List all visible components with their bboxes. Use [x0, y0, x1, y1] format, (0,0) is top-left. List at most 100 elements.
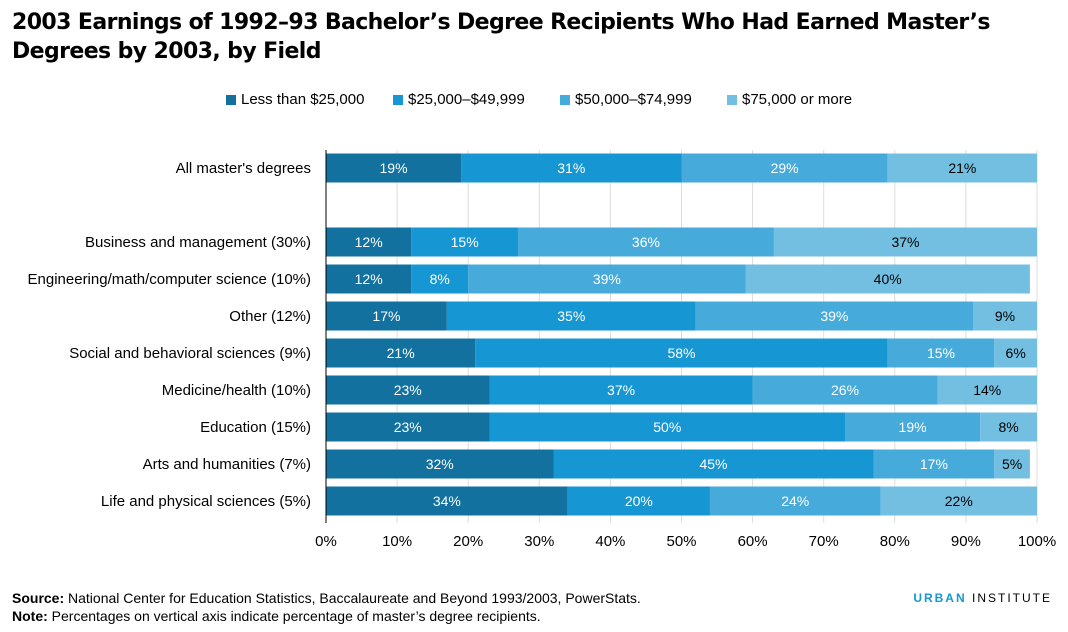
data-label: 19% — [899, 419, 927, 435]
x-tick-label: 60% — [738, 533, 768, 550]
category-label: Social and behavioral sciences (9%) — [69, 345, 311, 362]
data-label: 12% — [355, 234, 383, 250]
category-label: All master's degrees — [176, 160, 311, 177]
bar-segment — [695, 301, 974, 331]
data-label: 29% — [771, 160, 799, 176]
data-label: 15% — [927, 345, 955, 361]
data-label: 9% — [995, 308, 1015, 324]
bar-segment — [887, 153, 1037, 183]
note-text: Percentages on vertical axis indicate pe… — [51, 608, 541, 624]
data-label: 19% — [380, 160, 408, 176]
data-label: 6% — [1006, 345, 1026, 361]
bar-segment — [326, 153, 462, 183]
bar-segment — [411, 227, 518, 257]
data-label: 58% — [667, 345, 695, 361]
data-label: 39% — [593, 271, 621, 287]
bar-segment — [326, 338, 476, 368]
data-label: 22% — [945, 493, 973, 509]
category-label: Arts and humanities (7%) — [143, 456, 311, 473]
bar-segment — [681, 153, 888, 183]
source-note: Source: National Center for Education St… — [12, 589, 641, 607]
bar-segment — [461, 153, 682, 183]
legend-swatch — [727, 95, 737, 105]
legend-label: $75,000 or more — [742, 91, 853, 108]
bar-segment — [446, 301, 696, 331]
stacked-bar-chart: All master's degrees 19% 31% 29% 21% Business… — [28, 150, 1056, 550]
bar-segment — [489, 412, 846, 442]
source-label: Source: — [12, 590, 65, 606]
x-tick-label: 70% — [809, 533, 839, 550]
bar-segment — [553, 449, 874, 479]
chart-title: 2003 Earnings of 1992–93 Bachelor’s Degr… — [12, 10, 990, 64]
data-label: 35% — [557, 308, 585, 324]
category-label: Life and physical sciences (5%) — [101, 493, 311, 510]
data-label: 32% — [426, 456, 454, 472]
data-label: 17% — [372, 308, 400, 324]
category-label: Engineering/math/computer science (10%) — [28, 271, 311, 288]
data-label: 21% — [387, 345, 415, 361]
x-tick-label: 90% — [951, 533, 981, 550]
data-label: 37% — [891, 234, 919, 250]
x-tick-label: 50% — [666, 533, 696, 550]
data-label: 20% — [625, 493, 653, 509]
data-label: 5% — [1002, 456, 1022, 472]
x-tick-label: 40% — [595, 533, 625, 550]
data-label: 39% — [820, 308, 848, 324]
category-label: Other (12%) — [229, 308, 311, 325]
data-label: 31% — [557, 160, 585, 176]
data-label: 17% — [920, 456, 948, 472]
legend-label: $50,000–$74,999 — [575, 91, 692, 108]
note-label: Note: — [12, 608, 48, 624]
bar-segment — [326, 375, 490, 405]
x-tick-label: 10% — [382, 533, 412, 550]
bar-segment — [326, 264, 412, 294]
bar-segment — [517, 227, 774, 257]
bar-segment — [468, 264, 746, 294]
bar-segment — [845, 412, 981, 442]
legend-item: $75,000 or more — [727, 90, 852, 110]
category-label: Education (15%) — [200, 419, 311, 436]
legend-swatch — [560, 95, 570, 105]
data-label: 23% — [394, 382, 422, 398]
data-label: 15% — [451, 234, 479, 250]
x-tick-label: 100% — [1018, 533, 1056, 550]
bar-segment — [937, 375, 1037, 405]
x-tick-label: 30% — [524, 533, 554, 550]
bar-segment — [880, 486, 1037, 516]
data-label: 21% — [948, 160, 976, 176]
legend: Less than $25,000 $25,000–$49,999 $50,000–… — [0, 90, 1068, 110]
data-label: 40% — [874, 271, 902, 287]
x-tick-label: 0% — [315, 533, 337, 550]
category-label: Medicine/health (10%) — [162, 382, 311, 399]
legend-item: Less than $25,000 — [226, 90, 364, 110]
data-label: 36% — [632, 234, 660, 250]
data-label: 50% — [653, 419, 681, 435]
legend-label: Less than $25,000 — [241, 91, 365, 108]
bar-segment — [887, 338, 995, 368]
data-label: 8% — [430, 271, 450, 287]
data-label: 8% — [998, 419, 1018, 435]
bar-segment — [752, 375, 938, 405]
bar-segment — [773, 227, 1037, 257]
bar-segment — [709, 486, 881, 516]
bar-segment — [873, 449, 995, 479]
legend-item: $50,000–$74,999 — [560, 90, 692, 110]
brand-first: URBAN — [913, 591, 967, 605]
data-label: 14% — [973, 382, 1001, 398]
data-label: 24% — [781, 493, 809, 509]
bar-segment — [326, 412, 490, 442]
legend-label: $25,000–$49,999 — [408, 91, 525, 108]
bar-segment — [326, 227, 412, 257]
data-label: 12% — [355, 271, 383, 287]
bar-segment — [994, 449, 1030, 479]
bar-segment — [973, 301, 1037, 331]
x-tick-label: 20% — [453, 533, 483, 550]
bar-segment — [980, 412, 1037, 442]
data-label: 23% — [394, 419, 422, 435]
legend-item: $25,000–$49,999 — [393, 90, 525, 110]
bar-segment — [326, 449, 554, 479]
bar-segment — [411, 264, 469, 294]
source-text: National Center for Education Statistics… — [68, 590, 641, 606]
bar-segment — [326, 486, 568, 516]
legend-swatch — [393, 95, 403, 105]
